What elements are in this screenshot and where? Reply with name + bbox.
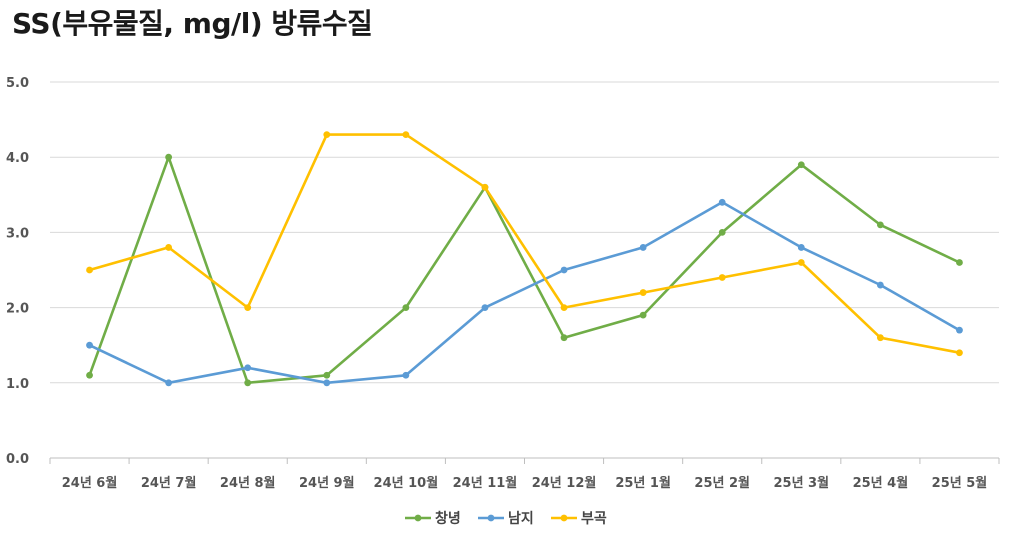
- y-tick-label: 1.0: [6, 377, 29, 392]
- legend-label: 부곡: [581, 511, 607, 527]
- data-point: [86, 266, 93, 274]
- data-point: [639, 244, 647, 251]
- legend: 창녕 남지 부곡: [405, 510, 607, 527]
- series-line: [88, 155, 961, 385]
- x-tick-label: 24년 9월: [299, 475, 355, 491]
- legend-marker-icon: [560, 514, 568, 522]
- data-point: [165, 379, 173, 387]
- x-tick-label: 25년 2월: [694, 475, 750, 491]
- x-tick-label: 24년 7월: [141, 475, 197, 491]
- data-point: [797, 244, 805, 251]
- x-tick-label: 24년 12월: [532, 475, 597, 491]
- y-axis-ticks: 0.0 1.0 2.0 3.0 4.0 5.0: [6, 76, 29, 467]
- data-point: [244, 304, 252, 311]
- x-tick-label: 24년 10월: [374, 475, 439, 491]
- x-tick-label: 25년 5월: [932, 475, 988, 491]
- data-point: [323, 131, 331, 139]
- chart-title: SS(부유물질, mg/l) 방류수질: [12, 7, 373, 40]
- data-point: [876, 281, 884, 289]
- y-tick-label: 4.0: [6, 151, 29, 166]
- data-point: [718, 198, 726, 206]
- data-point: [402, 371, 410, 379]
- data-point: [165, 244, 173, 251]
- x-tick-label: 24년 6월: [62, 475, 118, 491]
- data-point: [244, 379, 252, 387]
- legend-label: 창녕: [435, 510, 461, 527]
- data-point: [323, 371, 331, 379]
- legend-item: 남지: [478, 510, 534, 527]
- series-0: [86, 153, 963, 387]
- data-point: [876, 334, 884, 342]
- series-lines: [86, 131, 963, 387]
- x-tick-label: 24년 8월: [220, 475, 276, 491]
- x-tick-label: 24년 11월: [453, 475, 518, 491]
- y-tick-label: 0.0: [6, 452, 29, 467]
- data-point: [560, 266, 568, 274]
- series-1: [86, 198, 963, 387]
- data-point: [797, 161, 805, 169]
- x-tick-label: 25년 1월: [615, 475, 671, 491]
- data-point: [560, 304, 568, 311]
- data-point: [956, 259, 963, 266]
- legend-label: 남지: [508, 510, 534, 527]
- legend-item: 부곡: [551, 511, 607, 527]
- data-point: [560, 334, 568, 342]
- data-point: [639, 311, 647, 319]
- data-point: [956, 349, 963, 357]
- series-line: [88, 201, 961, 385]
- legend-marker-icon: [414, 514, 422, 522]
- data-point: [639, 289, 647, 296]
- data-point: [86, 371, 93, 379]
- data-point: [323, 379, 331, 387]
- x-tick-label: 25년 3월: [773, 475, 829, 491]
- data-point: [956, 326, 963, 334]
- x-tick-label: 25년 4월: [853, 475, 909, 491]
- data-point: [797, 259, 805, 266]
- x-axis-ticks: 24년 6월 24년 7월 24년 8월 24년 9월 24년 10월 24년 11월 24…: [49, 458, 1000, 491]
- series-line: [88, 133, 961, 355]
- data-point: [402, 304, 410, 311]
- y-tick-label: 5.0: [6, 76, 29, 91]
- legend-item: 창녕: [405, 510, 461, 527]
- data-point: [165, 153, 173, 161]
- y-tick-label: 3.0: [6, 226, 29, 241]
- data-point: [481, 183, 489, 191]
- data-point: [481, 304, 489, 311]
- series-2: [86, 131, 963, 357]
- data-point: [718, 274, 726, 281]
- data-point: [244, 364, 252, 372]
- y-tick-label: 2.0: [6, 302, 29, 317]
- data-point: [86, 341, 93, 349]
- gridlines: [50, 81, 999, 459]
- data-point: [402, 131, 410, 139]
- legend-marker-icon: [487, 514, 495, 522]
- data-point: [718, 229, 726, 236]
- data-point: [876, 221, 884, 229]
